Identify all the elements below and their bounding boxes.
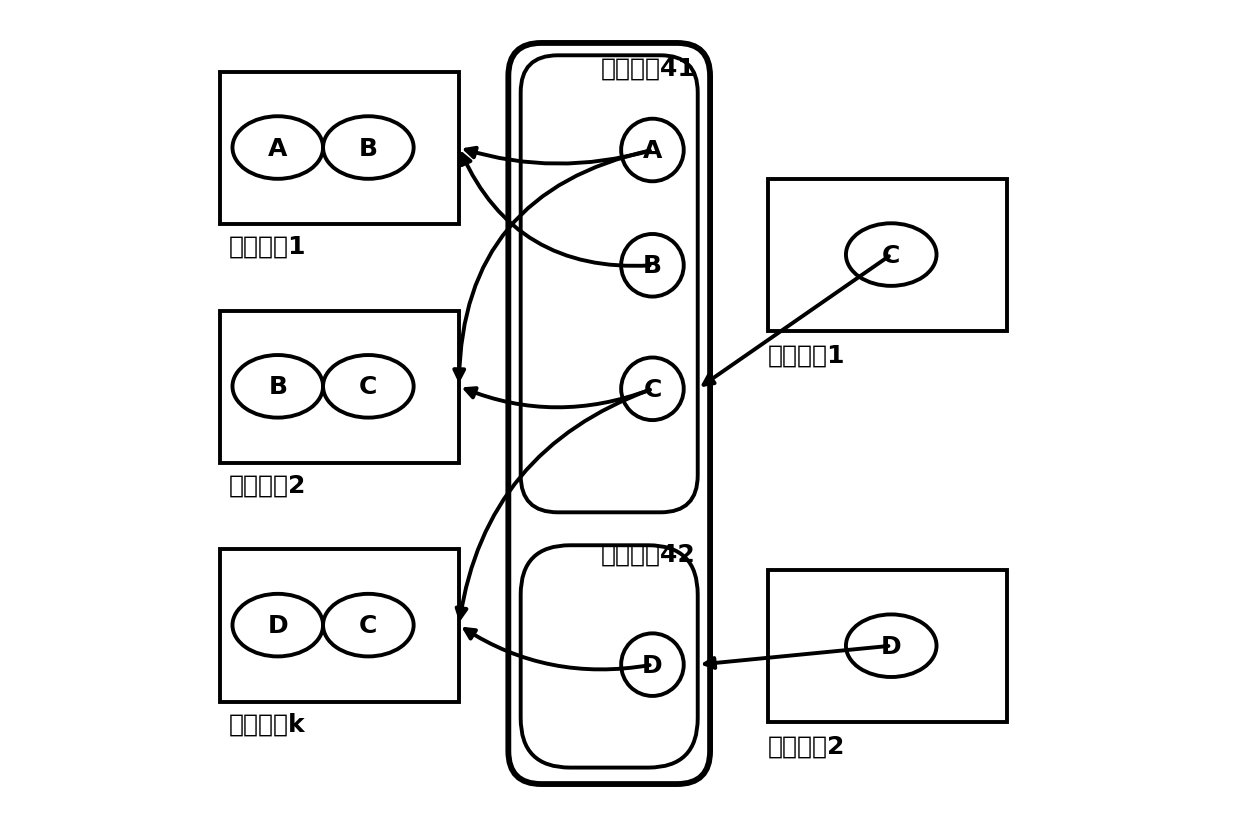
Bar [221, 311, 458, 464]
Circle shape [621, 234, 684, 297]
Bar [221, 73, 458, 225]
Circle shape [621, 119, 684, 182]
Ellipse shape [846, 614, 937, 677]
Text: C: C [882, 243, 901, 267]
Text: B: B [269, 375, 287, 399]
Bar [768, 180, 1006, 332]
Ellipse shape [323, 355, 414, 418]
Ellipse shape [233, 355, 323, 418]
Ellipse shape [233, 117, 323, 180]
Text: 查询节点2: 查询节点2 [228, 474, 306, 497]
Text: 索引分片42: 索引分片42 [601, 542, 695, 566]
Text: C: C [359, 375, 378, 399]
Ellipse shape [323, 117, 414, 180]
Text: B: B [359, 137, 378, 161]
Text: 查询节点k: 查询节点k [228, 712, 305, 736]
Bar [768, 570, 1006, 722]
FancyBboxPatch shape [508, 44, 710, 784]
FancyBboxPatch shape [520, 56, 698, 513]
Text: 索引节点2: 索引节点2 [768, 734, 845, 758]
Text: A: A [643, 139, 662, 163]
Text: D: D [881, 634, 902, 658]
Text: 索引分片41: 索引分片41 [601, 57, 696, 81]
Bar [221, 550, 458, 702]
Text: D: D [642, 652, 663, 676]
Ellipse shape [846, 224, 937, 286]
Text: B: B [643, 254, 662, 278]
Text: D: D [268, 614, 289, 638]
Circle shape [621, 633, 684, 696]
Text: C: C [643, 378, 662, 402]
Text: A: A [268, 137, 287, 161]
Circle shape [621, 358, 684, 421]
Text: C: C [359, 614, 378, 638]
Ellipse shape [233, 595, 323, 657]
FancyBboxPatch shape [520, 546, 698, 768]
Text: 查询节点1: 查询节点1 [228, 234, 306, 258]
Ellipse shape [323, 595, 414, 657]
Text: 索引节点1: 索引节点1 [768, 344, 845, 368]
